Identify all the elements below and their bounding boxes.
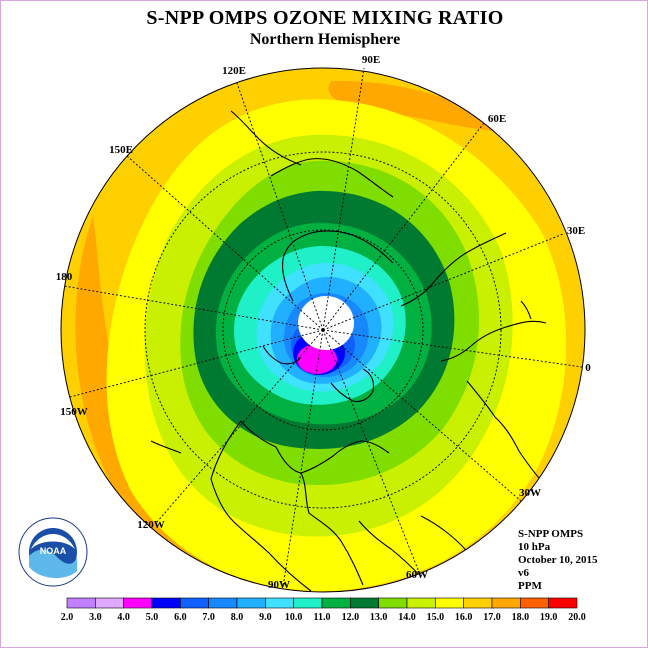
lon-label-180: 180 <box>56 271 73 283</box>
ozone-band-17-north <box>328 80 501 131</box>
coastline-great-lakes <box>300 440 390 474</box>
globe-outline <box>60 67 586 593</box>
ozone-band-17-west <box>75 216 321 592</box>
info-units: PPM <box>518 580 542 592</box>
colorbar-tick-label: 19.0 <box>540 612 558 623</box>
colorbar-swatch <box>123 597 153 609</box>
colorbar-swatch <box>378 597 408 609</box>
lon-label-150e: 150E <box>109 144 133 156</box>
colorbar-tick-label: 12.0 <box>342 612 360 623</box>
coastline-greenland <box>330 368 375 403</box>
colorbar-swatch <box>435 597 464 609</box>
colorbar-tick-label: 6.0 <box>174 612 187 623</box>
meridian-60w <box>322 329 420 573</box>
colorbar-swatch <box>406 597 436 609</box>
lon-label-30e: 30E <box>567 225 585 237</box>
logo-text: NOAA <box>40 546 67 556</box>
coastline-aleutians <box>150 440 182 454</box>
meridian-90e <box>322 67 365 331</box>
colorbar-tick-label: 4.0 <box>117 612 130 623</box>
colorbar-tick-label: 9.0 <box>259 612 272 623</box>
colorbar-tick-label: 13.0 <box>370 612 388 623</box>
meridian-120e <box>236 82 324 331</box>
info-panel: S-NPP OMPS 10 hPa October 10, 2015 v6 PP… <box>518 528 598 593</box>
meridian-30e <box>322 233 564 331</box>
latitude-circle-60 <box>222 229 424 431</box>
colorbar-tick-label: 14.0 <box>398 612 416 623</box>
colorbar-swatch <box>520 597 549 609</box>
lon-label-90w: 90W <box>268 579 290 591</box>
colorbar-tick-label: 10.0 <box>285 612 303 623</box>
lon-label-150w: 150W <box>60 406 88 418</box>
noaa-logo: NOAA <box>18 517 88 587</box>
colorbar-tick-label: 11.0 <box>314 612 331 623</box>
coastline-north-america-east <box>240 420 364 586</box>
lon-label-60e: 60E <box>488 113 506 125</box>
colorbar-swatch <box>151 597 181 609</box>
colorbar-swatch <box>265 597 294 609</box>
ozone-field <box>61 68 585 592</box>
info-pressure: 10 hPa <box>518 541 551 553</box>
colorbar-swatch <box>208 597 238 609</box>
colorbar-tick-label: 15.0 <box>427 612 445 623</box>
colorbar-tick-label: 16.0 <box>455 612 473 623</box>
polar-night-no-data <box>298 296 354 350</box>
coastline-china <box>230 110 302 166</box>
coastline-mediterranean <box>520 300 532 320</box>
colorbar-tick-label: 7.0 <box>202 612 215 623</box>
colorbar-swatch <box>180 597 209 609</box>
colorbar-swatch <box>66 597 96 609</box>
coastline-siberia <box>282 230 394 302</box>
meridian-90w <box>282 329 324 588</box>
lon-label-90e: 90E <box>362 54 380 66</box>
colorbar-tick-label: 8.0 <box>231 612 244 623</box>
info-instrument: S-NPP OMPS <box>518 528 584 540</box>
coastline-scandinavia <box>400 232 507 307</box>
colorbar-swatch <box>491 597 521 609</box>
lon-label-120w: 120W <box>137 519 165 531</box>
coastline-asia-east <box>270 158 394 198</box>
figure-subtitle: Northern Hemisphere <box>249 31 401 48</box>
colorbar-swatch <box>321 597 351 609</box>
colorbar: 2.0 3.0 4.0 5.0 6.0 7.0 8.0 9.0 10.0 11.0 12.0 13.0… <box>61 597 586 623</box>
colorbar-swatch <box>350 597 379 609</box>
logo-gull <box>31 534 75 549</box>
colorbar-tick-label: 5.0 <box>146 612 159 623</box>
coastline-caribbean <box>358 520 422 578</box>
info-date: October 10, 2015 <box>518 554 598 566</box>
coastline-africa <box>466 380 550 490</box>
colorbar-swatch <box>293 597 323 609</box>
logo-wave <box>29 549 77 579</box>
lon-label-60w: 60W <box>406 569 428 581</box>
colorbar-tick-label: 3.0 <box>89 612 102 623</box>
lon-label-0: 0 <box>585 362 591 374</box>
colorbar-tick-label: 2.0 <box>61 612 74 623</box>
colorbar-swatch <box>236 597 266 609</box>
colorbar-tick-label: 18.0 <box>512 612 530 623</box>
info-version: v6 <box>518 567 529 579</box>
colorbar-swatch <box>463 597 493 609</box>
lon-label-120e: 120E <box>222 65 246 77</box>
colorbar-tick-label: 20.0 <box>568 612 586 623</box>
graticule <box>63 67 583 588</box>
latitude-circle-30 <box>144 151 502 509</box>
figure-title: S-NPP OMPS OZONE MIXING RATIO <box>146 7 504 29</box>
colorbar-swatch <box>95 597 124 609</box>
coastline-north-america-west <box>210 420 312 592</box>
lon-label-30w: 30W <box>519 487 541 499</box>
longitude-labels: 90E 60E 30E 0 30W 60W 90W 120W 150W 180 … <box>56 54 592 591</box>
colorbar-swatch <box>548 597 578 609</box>
coastline-europe <box>440 320 547 362</box>
ozone-band-4 <box>297 344 337 374</box>
colorbar-tick-label: 17.0 <box>483 612 501 623</box>
